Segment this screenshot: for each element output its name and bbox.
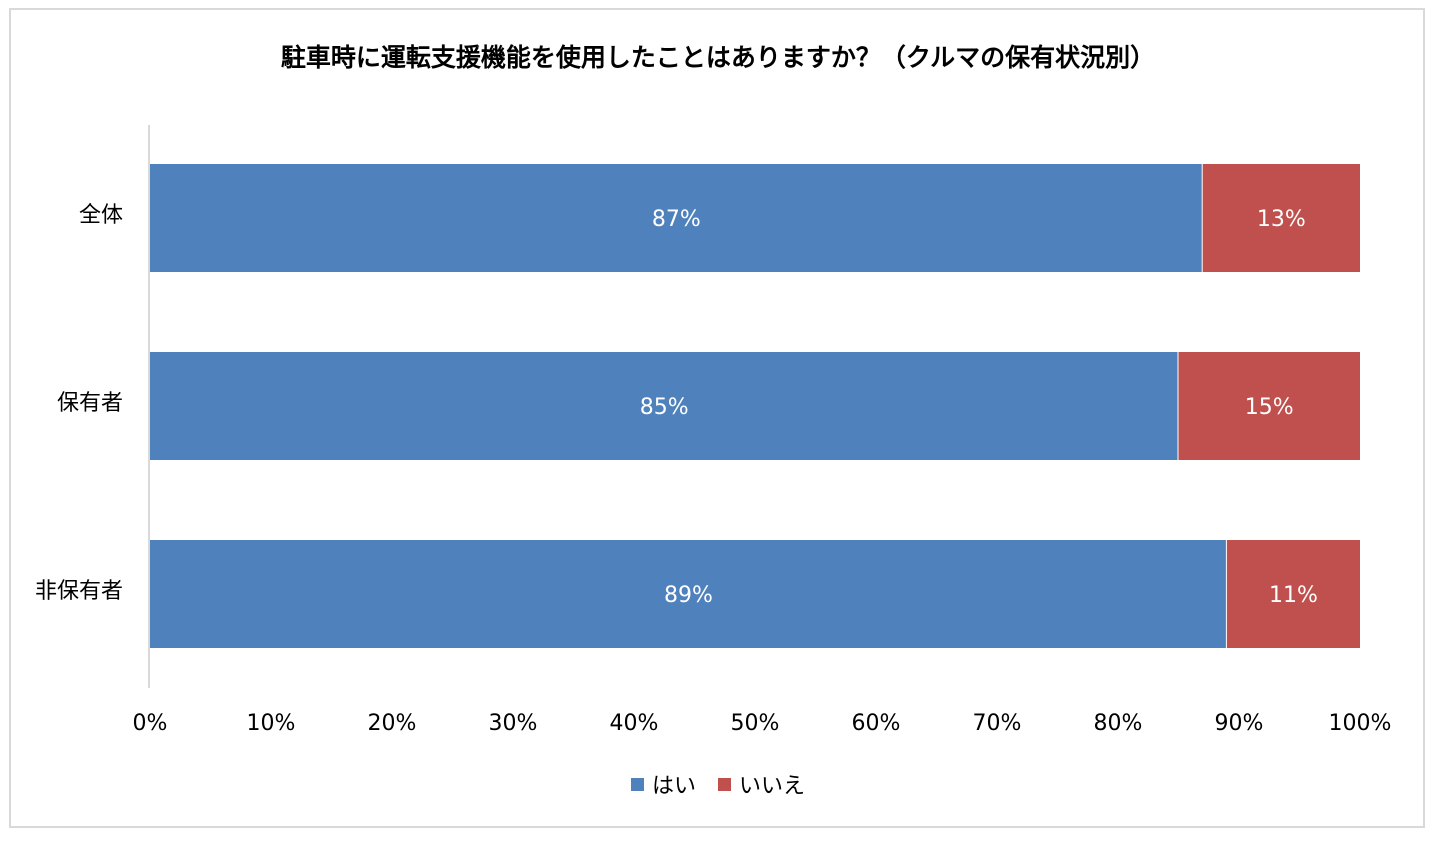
legend-label-no: いいえ xyxy=(739,774,806,799)
bar-yes-1 xyxy=(150,352,1178,460)
bar-no-0 xyxy=(1202,164,1360,272)
legend-swatch-no xyxy=(718,777,731,791)
legend: はい いいえ xyxy=(0,768,1436,800)
legend-label-yes: はい xyxy=(651,774,696,799)
category-label-2: 非保有者 xyxy=(35,579,123,604)
x-tick-label-6: 60% xyxy=(852,711,901,736)
data-label-no-0: 13% xyxy=(1257,207,1306,232)
legend-swatch-yes xyxy=(630,777,644,791)
legend-item-yes: はい xyxy=(630,768,696,800)
x-tick-label-1: 10% xyxy=(247,711,296,736)
x-tick-label-0: 0% xyxy=(133,711,168,736)
category-label-1: 保有者 xyxy=(57,391,123,416)
data-label-no-1: 15% xyxy=(1245,395,1294,420)
x-tick-label-10: 100% xyxy=(1329,711,1392,736)
data-label-yes-0: 87% xyxy=(652,207,701,232)
bar-yes-2 xyxy=(150,540,1226,648)
legend-item-no: いいえ xyxy=(718,768,805,800)
x-tick-label-3: 30% xyxy=(489,711,538,736)
bar-yes-0 xyxy=(150,164,1202,272)
x-tick-label-5: 50% xyxy=(731,711,780,736)
x-tick-label-4: 40% xyxy=(610,711,659,736)
x-tick-label-8: 80% xyxy=(1094,711,1143,736)
data-label-yes-1: 85% xyxy=(640,395,689,420)
bar-no-2 xyxy=(1226,540,1360,648)
data-label-no-2: 11% xyxy=(1269,583,1318,608)
chart-title: 駐車時に運転支援機能を使用したことはありますか？（クルマの保有状況別） xyxy=(280,43,1156,72)
category-label-0: 全体 xyxy=(79,203,123,228)
x-tick-label-7: 70% xyxy=(973,711,1022,736)
bar-no-1 xyxy=(1178,352,1360,460)
x-tick-label-9: 90% xyxy=(1215,711,1264,736)
data-label-yes-2: 89% xyxy=(664,583,713,608)
x-tick-label-2: 20% xyxy=(368,711,417,736)
